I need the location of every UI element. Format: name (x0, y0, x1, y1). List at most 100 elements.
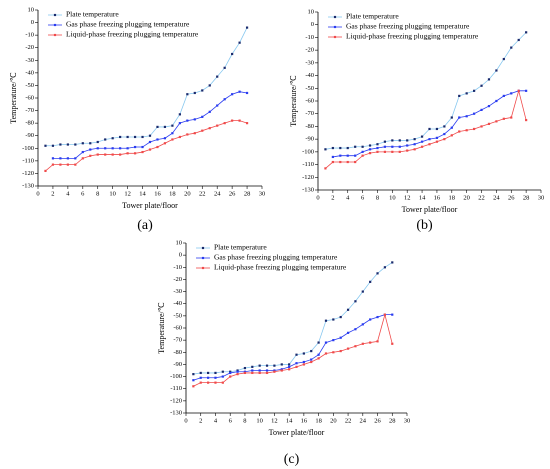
data-point (487, 104, 491, 108)
data-point (339, 349, 342, 353)
legend-marker (201, 266, 205, 270)
x-tick-label: 8 (96, 190, 99, 197)
data-point (361, 150, 364, 153)
series-line (45, 120, 248, 172)
y-tick-label: -50 (25, 82, 34, 89)
legend-marker (201, 256, 205, 260)
data-point (148, 140, 152, 144)
data-point (111, 153, 114, 156)
x-tick-label: 24 (493, 194, 500, 201)
x-tick-label: 2 (199, 417, 202, 424)
x-tick-label: 12 (404, 194, 411, 201)
x-axis-label: Tower plate/floor (402, 205, 458, 214)
y-tick-label: -60 (25, 94, 34, 101)
data-point (324, 148, 327, 151)
data-point (346, 160, 349, 164)
data-point (473, 112, 476, 115)
y-tick-label: -100 (22, 145, 34, 152)
data-point (420, 140, 424, 143)
data-point (156, 138, 159, 141)
x-tick-label: 6 (361, 194, 365, 201)
y-tick-label: -110 (302, 161, 314, 168)
y-tick-label: -40 (25, 69, 34, 76)
data-point (361, 342, 364, 345)
y-tick-label: -30 (305, 59, 314, 66)
data-point (332, 339, 335, 342)
data-point (391, 313, 394, 316)
data-point (171, 124, 174, 127)
data-point (310, 358, 313, 361)
data-point (413, 138, 416, 141)
legend-label: Gas phase freezing plugging temperature (346, 22, 470, 31)
x-tick-label: 28 (244, 190, 251, 197)
data-point (186, 133, 189, 136)
legend-label: Liquid-phase freezing plugging temperatu… (346, 32, 479, 41)
data-point (391, 150, 394, 153)
y-tick-label: 10 (308, 8, 315, 15)
data-point (383, 266, 386, 269)
data-point (354, 328, 357, 331)
legend-marker (201, 246, 205, 250)
data-point (376, 150, 379, 153)
y-tick-label: -10 (173, 264, 182, 271)
data-point (361, 145, 364, 148)
data-point (361, 323, 364, 326)
y-tick-label: 10 (28, 6, 35, 13)
y-tick-label: -50 (173, 312, 182, 319)
y-tick-label: -80 (305, 123, 314, 130)
caption: (a) (137, 218, 153, 233)
data-point (208, 110, 211, 113)
data-point (376, 146, 379, 150)
data-point (221, 370, 224, 373)
data-point (450, 126, 453, 129)
data-point (265, 371, 269, 375)
y-tick-label: -30 (25, 57, 34, 64)
data-point (383, 313, 386, 316)
data-point (192, 373, 195, 376)
series-line (45, 27, 248, 147)
data-point (310, 349, 313, 353)
data-point (495, 120, 498, 123)
x-tick-label: 18 (315, 417, 322, 424)
data-point (258, 371, 261, 375)
data-point (133, 145, 137, 149)
data-point (302, 352, 305, 355)
data-point (111, 137, 114, 140)
x-tick-label: 18 (169, 190, 176, 197)
data-point (428, 127, 431, 131)
data-point (51, 163, 55, 166)
data-point (258, 364, 261, 367)
data-point (148, 148, 152, 151)
x-tick-label: 24 (360, 417, 367, 424)
legend-label: Gas phase freezing plugging temperature (214, 253, 338, 262)
data-point (223, 122, 226, 125)
data-point (119, 135, 122, 139)
data-point (119, 147, 122, 150)
data-point (238, 119, 241, 122)
data-point (369, 280, 372, 283)
chart-panel: -130-120-110-100-90-80-70-60-50-40-30-20… (289, 8, 544, 233)
data-point (81, 150, 84, 154)
data-point (163, 142, 167, 145)
data-point (214, 376, 217, 379)
data-point (288, 365, 291, 368)
x-tick-label: 6 (229, 417, 233, 424)
data-point (502, 57, 505, 61)
y-tick-label: -110 (170, 385, 182, 392)
data-point (354, 145, 357, 148)
data-point (265, 369, 269, 372)
data-point (398, 139, 401, 142)
data-point (66, 157, 69, 160)
data-point (480, 108, 483, 111)
data-point (310, 360, 313, 364)
data-point (368, 148, 372, 151)
data-point (331, 146, 334, 150)
x-tick-label: 10 (256, 417, 263, 424)
x-tick-label: 28 (389, 417, 396, 424)
series-line (325, 89, 527, 169)
data-point (223, 98, 226, 101)
data-point (258, 369, 261, 372)
data-point (207, 371, 210, 375)
data-point (133, 135, 137, 139)
